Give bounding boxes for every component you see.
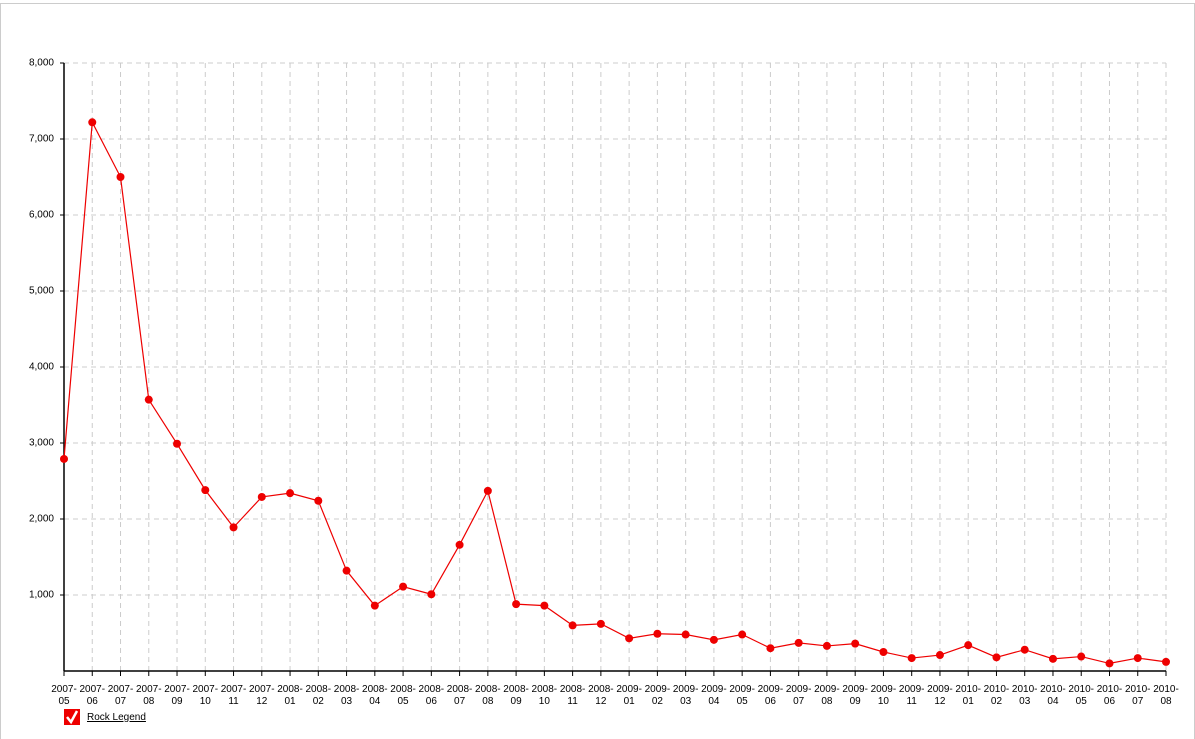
x-tick-label: 2009-10 [870,684,897,707]
data-point [229,523,238,532]
data-point [399,582,408,591]
data-point [1048,654,1057,663]
data-point [992,653,1001,662]
data-point [144,395,153,404]
x-tick-label: 2009-02 [644,684,671,707]
x-tick-label: 2007-12 [248,684,275,707]
x-tick-label: 2009-07 [785,684,812,707]
data-point [370,601,379,610]
y-tick-label: 2,000 [29,514,54,525]
y-tick-label: 7,000 [29,134,54,145]
x-tick-label: 2008-06 [418,684,445,707]
x-tick-label: 2010-05 [1068,684,1094,707]
data-point [512,600,521,609]
data-point [257,492,266,501]
data-point [766,644,775,653]
frame [0,3,1195,739]
data-point [568,621,577,630]
y-tick-label: 8,000 [29,58,54,69]
data-point [455,540,464,549]
x-tick-label: 2010-06 [1096,684,1123,707]
x-tick-label: 2009-11 [898,684,925,707]
x-tick-label: 2008-08 [475,684,501,707]
data-point [483,486,492,495]
x-tick-label: 2009-09 [842,684,868,707]
data-point [286,489,295,498]
legend-checkbox[interactable] [64,709,80,725]
x-tick-label: 2008-10 [531,684,558,707]
data-point [1077,652,1086,661]
data-point [1133,654,1142,663]
x-tick-label: 2007-11 [220,684,247,707]
data-point [540,601,549,610]
x-tick-label: 2008-07 [446,684,473,707]
data-point [201,486,210,495]
x-tick-label: 2007-06 [79,684,106,707]
legend-item[interactable]: Rock Legend [64,709,146,725]
x-tick-label: 2009-06 [757,684,784,707]
data-point [1020,645,1029,654]
data-point [596,619,605,628]
x-tick-label: 2010-01 [955,684,981,707]
x-tick-label: 2010-04 [1040,684,1066,707]
x-tick-label: 2008-04 [362,684,388,707]
data-point [1105,659,1114,668]
data-point [738,630,747,639]
data-point [851,639,860,648]
y-tick-label: 4,000 [29,362,54,373]
x-tick-label: 2007-05 [51,684,77,707]
x-tick-label: 2010-03 [1011,684,1038,707]
x-tick-label: 2010-07 [1124,684,1151,707]
data-point [173,439,182,448]
data-point [794,638,803,647]
x-tick-label: 2008-11 [559,684,586,707]
data-point [427,590,436,599]
x-tick-label: 2009-12 [927,684,953,707]
x-tick-label: 2007-10 [192,684,219,707]
x-tick-label: 2009-04 [701,684,727,707]
data-point [879,648,888,656]
data-point [653,629,662,638]
data-point [709,635,718,644]
data-point [907,654,916,663]
x-tick-label: 2010-08 [1153,684,1179,707]
x-tick-label: 2009-01 [616,684,642,707]
x-tick-label: 2008-03 [333,684,360,707]
x-tick-label: 2008-12 [588,684,614,707]
x-tick-label: 2007-08 [135,684,162,707]
data-point [625,634,634,643]
data-point [60,454,68,463]
series-line [63,120,1167,665]
y-tick-label: 3,000 [29,438,54,449]
x-tick-label: 2008-05 [390,684,416,707]
data-point [822,641,831,650]
data-point [116,173,125,181]
data-point [342,566,351,575]
x-tick-label: 2009-03 [672,684,699,707]
data-point [1162,657,1170,666]
y-tick-label: 6,000 [29,210,54,221]
data-point [681,630,690,639]
x-tick-label: 2010-02 [983,684,1010,707]
x-tick-label: 2009-05 [729,684,755,707]
data-point [935,651,944,660]
legend-label[interactable]: Rock Legend [87,711,146,723]
data-point [964,641,973,650]
x-tick-label: 2008-09 [503,684,529,707]
data-point [88,118,97,127]
y-tick-label: 5,000 [29,286,54,297]
x-tick-label: 2007-09 [164,684,190,707]
x-tick-label: 2009-08 [814,684,840,707]
x-tick-label: 2007-07 [107,684,134,707]
y-tick-label: 1,000 [29,590,54,601]
data-point [314,496,323,505]
x-tick-label: 2008-01 [277,684,303,707]
x-tick-label: 2008-02 [305,684,332,707]
